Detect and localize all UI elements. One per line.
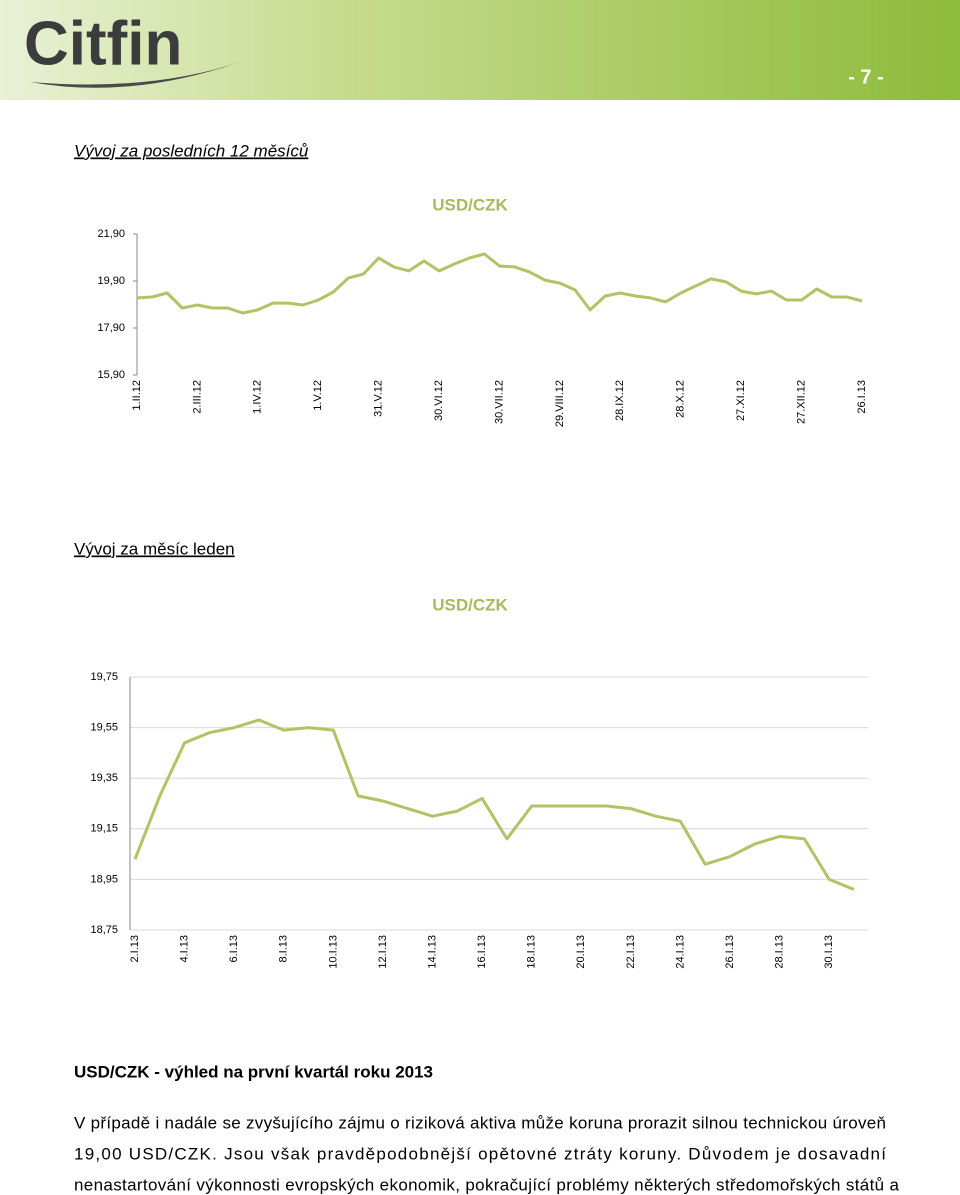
x-tick-label: 27.XI.12: [735, 380, 747, 421]
x-tick-label: 14.I.13: [426, 935, 438, 969]
x-tick-label: 28.I.13: [774, 935, 786, 969]
x-tick-label: 26.I.13: [724, 935, 736, 969]
x-tick-label: 10.I.13: [327, 935, 339, 969]
y-tick-label: 19,35: [90, 772, 118, 784]
x-tick-label: 28.X.12: [675, 380, 687, 418]
x-tick-label: 8.I.13: [278, 935, 290, 963]
data-line: [133, 718, 855, 891]
x-tick-label: 1.IV.12: [252, 380, 264, 414]
x-tick-label: 16.I.13: [476, 935, 488, 969]
x-tick-label: 1.V.12: [312, 380, 324, 411]
x-tick-label: 30.VII.12: [493, 380, 505, 424]
x-tick-label: 20.I.13: [575, 935, 587, 969]
x-tick-label: 18.I.13: [526, 935, 538, 969]
y-tick-label: 19,90: [97, 275, 125, 287]
heading: Vývoj za měsíc leden: [74, 539, 235, 558]
y-tick-label: 19,75: [90, 671, 118, 683]
x-tick-label: 26.I.13: [856, 380, 868, 414]
chart-title: USD/CZK: [432, 195, 508, 214]
x-tick-label: 22.I.13: [625, 935, 637, 969]
y-tick-label: 18,95: [90, 873, 118, 885]
x-tick-label: 6.I.13: [228, 935, 240, 963]
chart-title: USD/CZK: [432, 595, 508, 614]
x-tick-label: 29.VIII.12: [554, 380, 566, 427]
y-tick-label: 17,90: [97, 322, 125, 334]
y-tick-label: 15,90: [97, 369, 125, 381]
y-tick-label: 19,15: [90, 823, 118, 835]
x-tick-label: 1.II.12: [131, 380, 143, 411]
data-line: [136, 252, 863, 315]
x-tick-label: 31.V.12: [373, 380, 385, 417]
heading: Vývoj za posledních 12 měsíců: [74, 141, 309, 160]
paragraph-line: V případě i nadále se zvyšujícího zájmu …: [74, 1113, 886, 1132]
x-tick-label: 30.I.13: [823, 935, 835, 969]
x-tick-label: 2.III.12: [191, 380, 203, 414]
x-tick-label: 28.IX.12: [614, 380, 626, 421]
x-tick-label: 30.VI.12: [433, 380, 445, 421]
page-number: - 7 -: [848, 66, 884, 88]
x-tick-label: 12.I.13: [377, 935, 389, 969]
x-tick-label: 4.I.13: [178, 935, 190, 963]
section-title: USD/CZK - výhled na první kvartál roku 2…: [74, 1062, 433, 1081]
x-tick-label: 24.I.13: [674, 935, 686, 969]
header-band: [0, 0, 960, 100]
paragraph-line: 19,00 USD/CZK. Jsou však pravděpodobnějš…: [74, 1144, 886, 1163]
y-tick-label: 19,55: [90, 722, 118, 734]
y-tick-label: 18,75: [90, 924, 118, 936]
paragraph-line: nenastartování výkonnosti evropských eko…: [74, 1175, 900, 1194]
y-tick-label: 21,90: [97, 228, 125, 240]
logo: Citfin: [24, 9, 182, 78]
x-tick-label: 2.I.13: [129, 935, 141, 963]
x-tick-label: 27.XII.12: [795, 380, 807, 424]
